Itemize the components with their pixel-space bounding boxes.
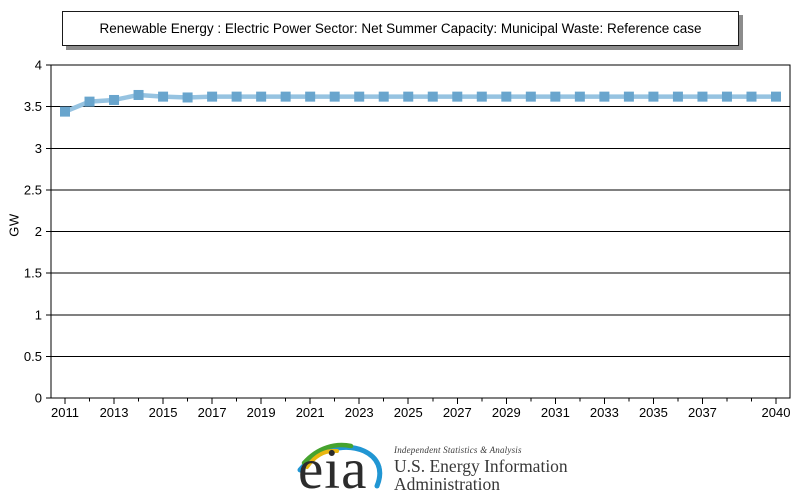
data-point [329,91,340,102]
x-tick-label: 2035 [639,405,668,420]
chart-title: Renewable Energy : Electric Power Sector… [99,21,702,36]
data-point [574,91,585,102]
data-point [182,92,193,103]
data-point [60,106,70,117]
series-line [64,92,776,114]
x-tick-label: 2029 [492,405,521,420]
data-point [207,91,218,102]
x-tick-label: 2031 [541,405,570,420]
x-tick-label: 2027 [443,405,472,420]
data-point [771,91,781,102]
data-point [133,89,144,100]
org-name-line1: U.S. Energy Information [394,456,568,476]
eia-logo-text: eia [298,438,368,501]
data-point [231,91,242,102]
data-point [623,91,634,102]
y-tick-label: 3 [35,141,42,156]
x-tick-label: 2037 [688,405,717,420]
data-point [476,91,487,102]
org-name-block: Independent Statistics & Analysis U.S. E… [394,445,586,493]
y-tick-label: 1.5 [24,266,42,281]
data-point [158,91,169,102]
data-point [672,91,683,102]
org-name-line2: Administration [394,474,500,494]
eia-logo-mark: eia [296,438,396,501]
x-tick-label: 2023 [345,405,374,420]
y-tick-label: 0 [35,391,42,406]
data-point [550,91,561,102]
series-markers [60,89,781,117]
x-tick-label: 2015 [149,405,178,420]
eia-swoosh-icon [297,442,383,489]
chart-title-box: Renewable Energy : Electric Power Sector… [62,11,739,46]
data-point [354,91,365,102]
data-point [452,91,463,102]
data-point [746,91,757,102]
data-point [305,91,316,102]
line-chart: 0 0.5 1 1.5 2 2.5 3 3.5 4 2011 2013 2015 2017 2019 202… [24,58,791,420]
data-point [501,91,512,102]
x-tick-label: 2011 [51,405,79,420]
data-point [84,96,95,107]
data-point [109,94,120,105]
y-tick-label: 2 [35,224,42,239]
eia-tagline: Independent Statistics & Analysis [394,445,522,455]
x-tick-label: 2013 [100,405,129,420]
y-tick-label: 2.5 [24,182,42,197]
x-tick-label: 2025 [394,405,423,420]
data-point [599,91,610,102]
data-point [721,91,732,102]
data-point [378,91,389,102]
y-tick-label: 0.5 [24,349,42,364]
data-point [525,91,536,102]
y-tick-label: 1 [35,307,42,322]
data-point [648,91,659,102]
data-point [427,91,438,102]
eia-logo: eia Independent Statistics & Analysis U.… [296,438,586,501]
x-tick-label: 2021 [296,405,325,420]
y-axis: 0 0.5 1 1.5 2 2.5 3 3.5 4 [24,58,51,406]
data-point [280,91,291,102]
y-tick-label: 3.5 [24,99,42,114]
x-axis: 2011 2013 2015 2017 2019 2021 2023 2025 2027 2029… [51,398,790,420]
y-tick-label: 4 [35,58,42,73]
data-point [256,91,267,102]
x-tick-label: 2017 [198,405,227,420]
data-point [403,91,414,102]
x-tick-label: 2040 [762,405,791,420]
x-tick-label: 2033 [590,405,619,420]
x-tick-label: 2019 [247,405,276,420]
y-gridlines [51,106,790,357]
data-point [697,91,708,102]
